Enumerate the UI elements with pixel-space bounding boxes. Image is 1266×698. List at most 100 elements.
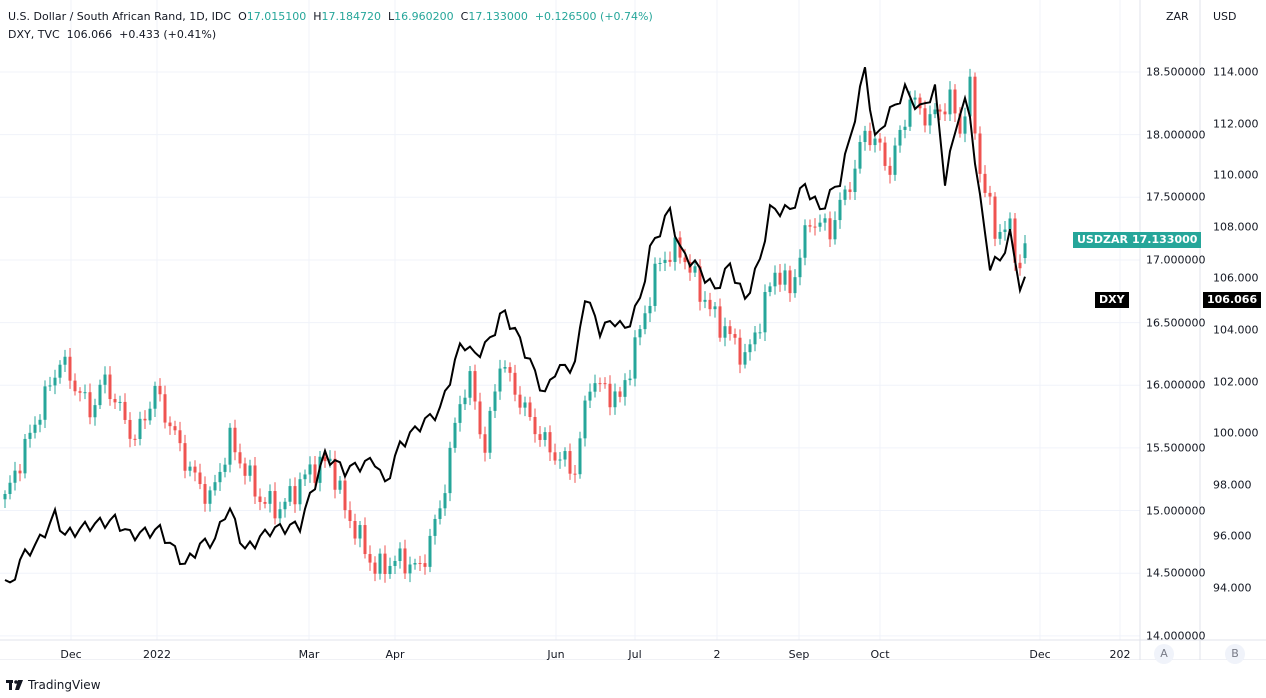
candle — [778, 263, 782, 292]
candle-body — [928, 114, 932, 126]
candle — [738, 329, 742, 374]
candle-body — [838, 199, 842, 221]
candle — [753, 325, 757, 352]
candle — [168, 416, 172, 435]
candle-body — [223, 464, 227, 472]
candle-body — [778, 272, 782, 285]
compare-value: 106.066 — [66, 28, 113, 41]
tradingview-logo[interactable]: TradingView — [6, 678, 101, 692]
candle-body — [448, 447, 452, 494]
candle-body — [748, 344, 752, 353]
candle — [508, 362, 512, 382]
usd-tick-label: 110.000 — [1213, 168, 1259, 182]
candle-body — [703, 299, 707, 302]
candle — [143, 410, 147, 430]
candle — [58, 360, 62, 384]
candle — [408, 556, 412, 583]
candle — [833, 211, 837, 245]
candle-body — [113, 399, 117, 403]
candle — [793, 269, 797, 298]
candle-body — [3, 494, 7, 500]
candle-body — [708, 299, 712, 310]
candle-body — [908, 99, 912, 127]
candle — [158, 378, 162, 402]
candle-body — [843, 189, 847, 200]
candle-body — [273, 491, 277, 519]
candle-body — [418, 563, 422, 565]
candle — [788, 265, 792, 302]
candle-body — [743, 352, 747, 365]
candle-body — [833, 220, 837, 240]
candle-body — [738, 337, 742, 365]
candle-body — [493, 391, 497, 411]
candle — [28, 424, 32, 448]
candle-body — [463, 397, 467, 405]
candle — [238, 443, 242, 469]
candle — [373, 556, 377, 582]
candle — [988, 185, 992, 205]
candle — [303, 469, 307, 487]
candle — [223, 457, 227, 478]
brand-name: TradingView — [28, 678, 101, 692]
candle — [18, 463, 22, 482]
candle-body — [8, 482, 12, 495]
main-series-legend: U.S. Dollar / South African Rand, 1D, ID… — [8, 10, 653, 23]
candle-body — [893, 145, 897, 175]
candle — [78, 387, 82, 402]
price-chart[interactable] — [0, 0, 1266, 660]
candle-body — [973, 76, 977, 134]
candle-body — [803, 225, 807, 258]
scale-b-button[interactable]: B — [1225, 644, 1245, 664]
candle-body — [943, 111, 947, 115]
candle-body — [23, 438, 27, 474]
candle-body — [373, 562, 377, 574]
candle — [48, 376, 52, 392]
candle-body — [168, 422, 172, 427]
candle-body — [143, 418, 147, 421]
time-tick-label: Mar — [298, 648, 320, 661]
candle — [563, 447, 567, 467]
candle-body — [393, 560, 397, 566]
candle — [498, 359, 502, 400]
candle — [228, 423, 232, 473]
candle-body — [203, 484, 207, 504]
candle — [83, 384, 87, 400]
candle — [378, 548, 382, 580]
candle — [148, 401, 152, 425]
candle-body — [533, 416, 537, 435]
candle — [1018, 254, 1022, 276]
candle-body — [548, 432, 552, 453]
candle — [1003, 220, 1007, 241]
candle — [693, 262, 697, 278]
candle — [993, 192, 997, 247]
candle — [353, 513, 357, 545]
candle — [718, 298, 722, 342]
candle — [673, 232, 677, 271]
candle-body — [1003, 229, 1007, 232]
candle-body — [323, 456, 327, 462]
candle-body — [998, 231, 1002, 239]
candle-body — [783, 270, 787, 285]
compare-series-legend: DXY, TVC 106.066 +0.433 (+0.41%) — [8, 28, 216, 41]
auto-scale-button[interactable]: A — [1154, 644, 1174, 664]
candle-body — [978, 133, 982, 174]
candle — [288, 478, 292, 506]
candle — [973, 72, 977, 140]
candle-body — [663, 259, 667, 263]
candle — [193, 460, 197, 482]
candle — [93, 398, 97, 426]
candle — [923, 100, 927, 133]
candle-body — [888, 165, 892, 175]
candle-body — [598, 383, 602, 385]
zar-tick-label: 14.000000 — [1146, 629, 1206, 643]
candle-body — [523, 402, 527, 408]
candle — [503, 360, 507, 373]
candle — [258, 488, 262, 511]
candle — [888, 157, 892, 184]
candle — [648, 297, 652, 323]
candle-body — [38, 419, 42, 425]
candle-body — [878, 138, 882, 143]
candle-body — [958, 113, 962, 134]
candle-body — [1008, 218, 1012, 230]
candle-body — [938, 109, 942, 112]
